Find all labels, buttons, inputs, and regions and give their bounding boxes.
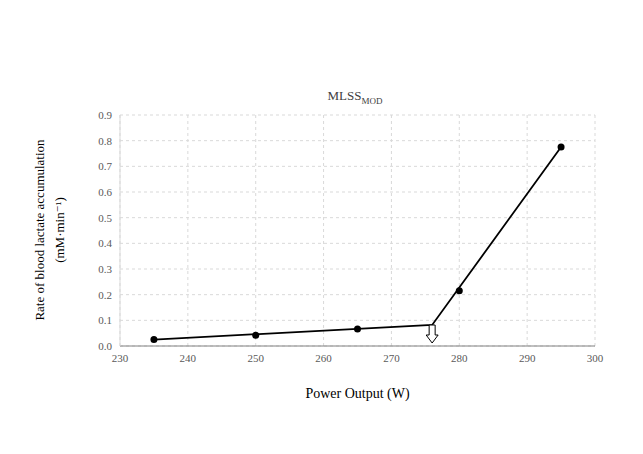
html-text:Power Output (W): Power Output (W)	[305, 386, 410, 401]
svg-text:300: 300	[587, 352, 604, 364]
html-text:MLSSMOD: MLSSMOD	[327, 88, 383, 106]
svg-text:0.3: 0.3	[98, 263, 112, 275]
svg-text:0.7: 0.7	[98, 160, 112, 172]
svg-text:270: 270	[383, 352, 400, 364]
html-text:(mM·min⁻¹): (mM·min⁻¹)	[52, 197, 67, 263]
svg-text:0.8: 0.8	[98, 135, 112, 147]
svg-text:0.9: 0.9	[98, 109, 112, 121]
svg-text:0.6: 0.6	[98, 186, 112, 198]
svg-text:0.5: 0.5	[98, 212, 112, 224]
svg-text:0.4: 0.4	[98, 237, 112, 249]
svg-text:0.2: 0.2	[98, 289, 112, 301]
svg-text:0.0: 0.0	[98, 340, 112, 352]
svg-text:240: 240	[180, 352, 197, 364]
svg-text:230: 230	[112, 352, 129, 364]
html-text:Rate of blood lactate accumula: Rate of blood lactate accumulation	[32, 139, 47, 321]
svg-text:0.1: 0.1	[98, 314, 112, 326]
svg-text:290: 290	[519, 352, 536, 364]
svg-text:250: 250	[247, 352, 264, 364]
svg-text:280: 280	[451, 352, 468, 364]
svg-text:260: 260	[315, 352, 332, 364]
